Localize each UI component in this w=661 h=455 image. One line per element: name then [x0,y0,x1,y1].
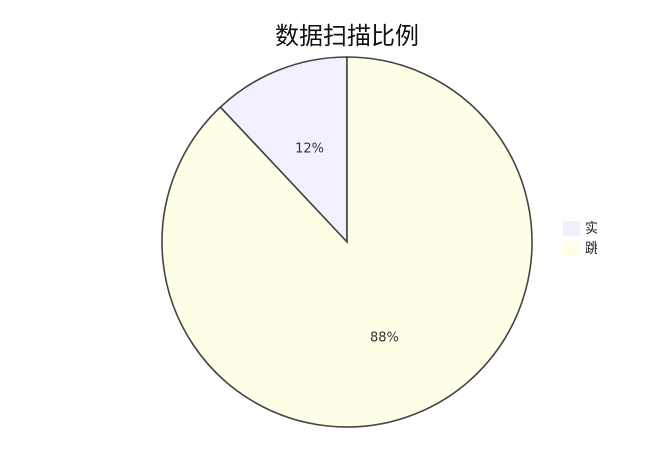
legend-label: 跳 [585,241,597,257]
slice-label-0: 12% [295,141,324,156]
chart-title: 数据扫描比例 [275,22,419,50]
legend: 实跳 [563,219,597,259]
legend-item: 实 [563,219,597,237]
slice-label-1: 88% [370,331,399,346]
legend-swatch [563,220,580,236]
legend-swatch [563,240,580,256]
pie-slice-0 [219,56,348,245]
legend-item: 跳 [563,239,597,257]
legend-label: 实 [585,221,597,237]
pie-slice-1 [161,56,533,428]
